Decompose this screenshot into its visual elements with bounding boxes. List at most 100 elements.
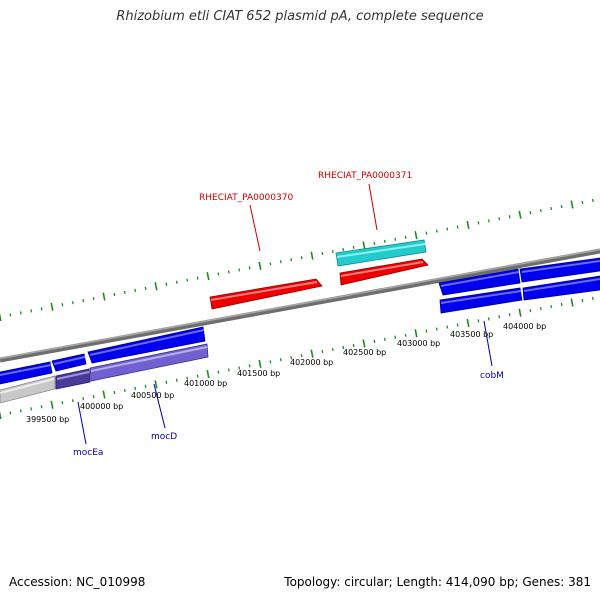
summary-text: Topology: circular; Length: 414,090 bp; … — [284, 575, 591, 589]
minor-tick — [279, 358, 282, 362]
gene-label-cobm[interactable]: cobM — [480, 371, 504, 381]
minor-tick — [61, 401, 64, 405]
minor-tick — [123, 388, 126, 393]
major-tick — [206, 370, 210, 379]
minor-tick — [165, 380, 168, 384]
minor-tick — [581, 298, 584, 303]
inner-tick-track — [0, 296, 594, 420]
minor-tick — [342, 345, 345, 350]
minor-tick — [186, 376, 189, 380]
minor-tick — [134, 386, 137, 391]
minor-tick — [175, 280, 178, 284]
minor-tick — [477, 221, 480, 225]
minor-tick — [321, 349, 324, 354]
minor-tick — [123, 290, 126, 295]
minor-tick — [560, 204, 563, 209]
major-tick — [466, 220, 470, 230]
position-label: 401500 bp — [237, 369, 280, 378]
minor-tick — [456, 225, 459, 229]
major-tick — [154, 380, 158, 389]
minor-tick — [30, 309, 33, 313]
gene-label-mocd[interactable]: mocD — [151, 432, 177, 442]
minor-tick — [113, 390, 116, 395]
position-label: 404000 bp — [503, 322, 546, 331]
minor-tick — [550, 206, 553, 211]
gene-label-rheciat-pa0000371[interactable]: RHECIAT_PA0000371 — [318, 171, 412, 181]
major-tick — [50, 302, 54, 311]
minor-tick — [498, 217, 501, 221]
minor-tick — [591, 296, 594, 301]
minor-tick — [82, 397, 85, 401]
minor-tick — [394, 237, 397, 241]
minor-tick — [238, 268, 241, 272]
minor-tick — [498, 315, 501, 319]
minor-tick — [30, 407, 33, 411]
minor-tick — [456, 323, 459, 327]
minor-tick — [92, 296, 95, 301]
major-tick — [0, 410, 2, 420]
forward-strand-genes — [209, 239, 429, 310]
leader-cobm — [483, 320, 493, 367]
minor-tick — [40, 405, 43, 409]
minor-tick — [279, 260, 282, 264]
major-tick — [570, 200, 574, 209]
major-tick — [362, 241, 366, 250]
minor-tick — [290, 356, 293, 360]
gene-label-moce[interactable]: mocEa — [73, 448, 103, 458]
minor-tick — [487, 219, 490, 223]
position-label: 400500 bp — [131, 391, 174, 400]
minor-tick — [9, 313, 12, 317]
major-tick — [414, 231, 418, 240]
minor-tick — [300, 354, 303, 358]
minor-tick — [508, 313, 511, 317]
minor-tick — [269, 360, 272, 364]
major-tick — [518, 308, 522, 317]
outer-tick-track — [0, 198, 594, 322]
minor-tick — [435, 327, 438, 331]
leader-mocd — [153, 383, 166, 429]
minor-tick — [373, 339, 376, 343]
minor-tick — [404, 235, 407, 239]
minor-tick — [71, 301, 74, 305]
minor-tick — [539, 307, 542, 311]
minor-tick — [425, 329, 428, 333]
minor-tick — [591, 198, 594, 203]
leader-rheciat-pa0000370 — [249, 204, 261, 252]
minor-tick — [550, 304, 553, 309]
minor-tick — [196, 276, 199, 280]
sequence-backbone — [0, 248, 600, 363]
minor-tick — [383, 337, 386, 341]
minor-tick — [383, 239, 386, 243]
minor-tick — [373, 241, 376, 245]
minor-tick — [217, 272, 220, 276]
minor-tick — [508, 215, 511, 219]
major-tick — [570, 298, 574, 307]
minor-tick — [446, 227, 449, 231]
minor-tick — [165, 282, 168, 286]
position-label: 402000 bp — [290, 358, 333, 367]
position-label: 399500 bp — [26, 415, 69, 424]
minor-tick — [175, 378, 178, 382]
position-labels: 399500 bp 400000 bp 400500 bp 401000 bp … — [26, 322, 546, 424]
minor-tick — [290, 258, 293, 262]
major-tick — [518, 210, 522, 219]
gene-labels: RHECIAT_PA0000370 RHECIAT_PA0000371 mocE… — [73, 171, 504, 458]
major-tick — [258, 261, 262, 270]
major-tick — [414, 329, 418, 338]
major-tick — [50, 400, 54, 409]
minor-tick — [352, 245, 355, 250]
minor-tick — [186, 278, 189, 282]
minor-tick — [92, 394, 95, 399]
minor-tick — [539, 209, 542, 213]
minor-tick — [113, 292, 116, 297]
minor-tick — [40, 307, 43, 311]
minor-tick — [217, 370, 220, 374]
minor-tick — [487, 317, 490, 321]
minor-tick — [19, 409, 22, 413]
minor-tick — [227, 270, 230, 274]
major-tick — [102, 292, 106, 301]
gene-label-rheciat-pa0000370[interactable]: RHECIAT_PA0000370 — [199, 193, 293, 203]
position-label: 402500 bp — [343, 348, 386, 357]
minor-tick — [19, 311, 22, 315]
major-tick — [258, 359, 262, 368]
